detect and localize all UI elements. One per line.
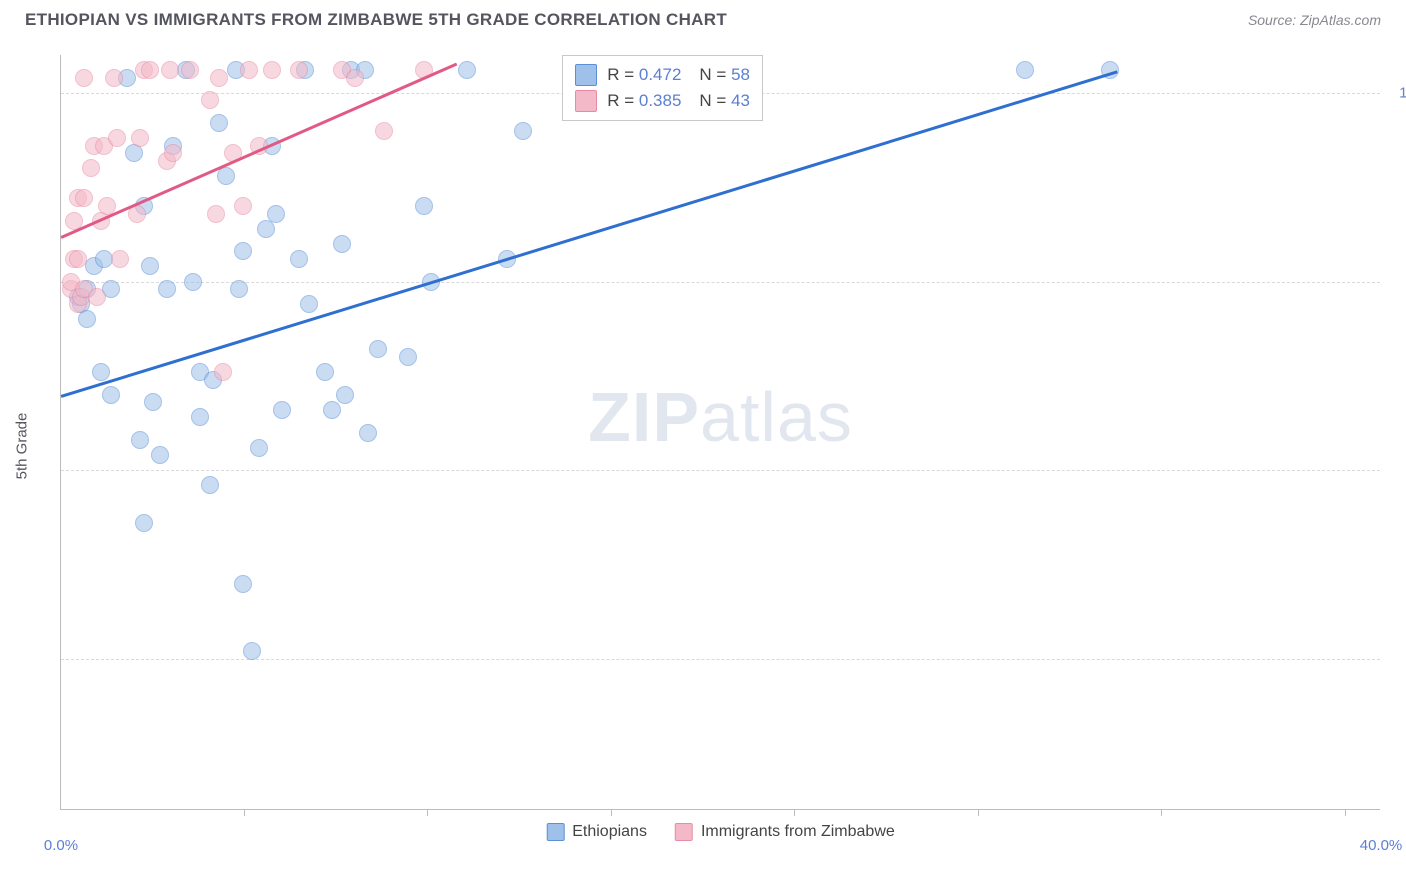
data-point <box>240 61 258 79</box>
data-point <box>75 69 93 87</box>
data-point <box>131 129 149 147</box>
watermark: ZIPatlas <box>588 377 853 457</box>
data-point <box>111 250 129 268</box>
data-point <box>75 189 93 207</box>
data-point <box>158 280 176 298</box>
y-axis-label: 5th Grade <box>14 413 31 480</box>
data-point <box>95 250 113 268</box>
legend-item: Ethiopians <box>546 823 647 841</box>
chart-title: ETHIOPIAN VS IMMIGRANTS FROM ZIMBABWE 5T… <box>25 10 727 30</box>
data-point <box>369 340 387 358</box>
data-point <box>88 288 106 306</box>
data-point <box>181 61 199 79</box>
data-point <box>234 197 252 215</box>
data-point <box>250 439 268 457</box>
legend-swatch <box>675 823 693 841</box>
x-minor-tick <box>794 809 795 816</box>
data-point <box>230 280 248 298</box>
data-point <box>267 205 285 223</box>
y-tick-label: 97.5% <box>1390 273 1406 290</box>
data-point <box>207 205 225 223</box>
data-point <box>82 159 100 177</box>
data-point <box>210 114 228 132</box>
data-point <box>69 250 87 268</box>
data-point <box>316 363 334 381</box>
data-point <box>243 642 261 660</box>
data-point <box>273 401 291 419</box>
data-point <box>201 476 219 494</box>
y-tick-label: 100.0% <box>1390 84 1406 101</box>
data-point <box>300 295 318 313</box>
data-point <box>323 401 341 419</box>
source-label: Source: ZipAtlas.com <box>1248 12 1381 28</box>
legend-item: Immigrants from Zimbabwe <box>675 823 895 841</box>
grid-line-h <box>61 282 1380 283</box>
data-point <box>415 197 433 215</box>
data-point <box>359 424 377 442</box>
correlation-legend: R = 0.472N = 58R = 0.385N = 43 <box>562 55 763 121</box>
data-point <box>131 431 149 449</box>
data-point <box>336 386 354 404</box>
data-point <box>333 235 351 253</box>
y-tick-label: 95.0% <box>1390 462 1406 479</box>
x-minor-tick <box>1161 809 1162 816</box>
data-point <box>141 61 159 79</box>
data-point <box>257 220 275 238</box>
x-tick-label: 0.0% <box>44 837 78 854</box>
data-point <box>1016 61 1034 79</box>
data-point <box>78 310 96 328</box>
data-point <box>514 122 532 140</box>
data-point <box>161 61 179 79</box>
x-minor-tick <box>978 809 979 816</box>
data-point <box>210 69 228 87</box>
data-point <box>92 363 110 381</box>
data-point <box>141 257 159 275</box>
scatter-plot-area: ZIPatlas 92.5%95.0%97.5%100.0%0.0%40.0%R… <box>60 55 1380 810</box>
data-point <box>263 61 281 79</box>
data-point <box>217 167 235 185</box>
data-point <box>346 69 364 87</box>
data-point <box>201 91 219 109</box>
data-point <box>105 69 123 87</box>
data-point <box>102 386 120 404</box>
data-point <box>458 61 476 79</box>
trend-line <box>60 63 457 239</box>
data-point <box>191 408 209 426</box>
x-minor-tick <box>427 809 428 816</box>
legend-swatch <box>575 90 597 112</box>
y-tick-label: 92.5% <box>1390 651 1406 668</box>
legend-swatch <box>546 823 564 841</box>
legend-swatch <box>575 64 597 86</box>
data-point <box>399 348 417 366</box>
x-minor-tick <box>244 809 245 816</box>
series-legend: Ethiopians Immigrants from Zimbabwe <box>546 823 895 841</box>
x-minor-tick <box>611 809 612 816</box>
grid-line-h <box>61 659 1380 660</box>
data-point <box>290 250 308 268</box>
data-point <box>290 61 308 79</box>
grid-line-h <box>61 470 1380 471</box>
data-point <box>144 393 162 411</box>
data-point <box>214 363 232 381</box>
data-point <box>164 144 182 162</box>
legend-row: R = 0.385N = 43 <box>575 88 750 114</box>
data-point <box>135 514 153 532</box>
legend-row: R = 0.472N = 58 <box>575 62 750 88</box>
data-point <box>151 446 169 464</box>
data-point <box>184 273 202 291</box>
x-tick-label: 40.0% <box>1360 837 1403 854</box>
data-point <box>234 242 252 260</box>
x-minor-tick <box>1345 809 1346 816</box>
data-point <box>108 129 126 147</box>
data-point <box>375 122 393 140</box>
data-point <box>234 575 252 593</box>
